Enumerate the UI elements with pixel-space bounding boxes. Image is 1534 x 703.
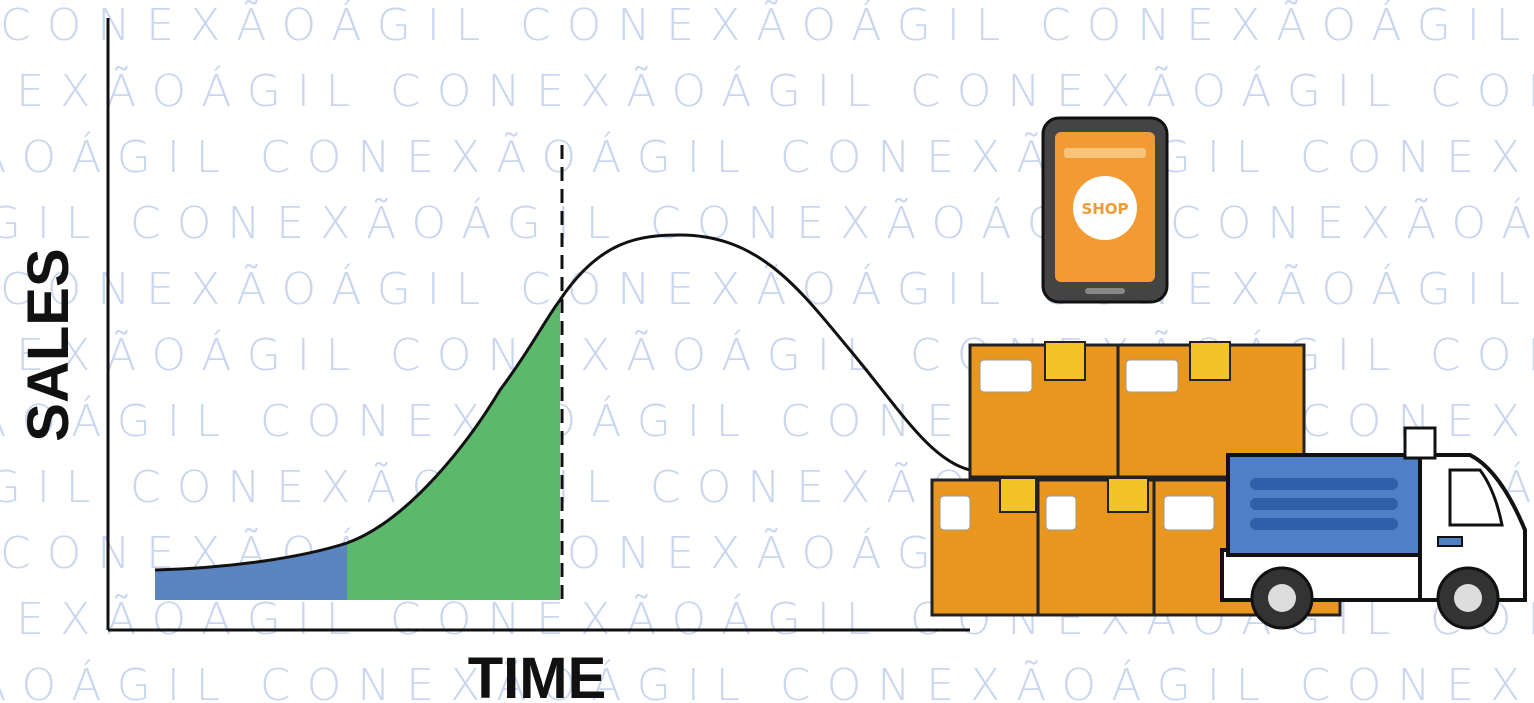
watermark-text: CONEXÃOÁGIL: [0, 460, 106, 513]
watermark-text: CONEXÃOÁGIL: [520, 262, 1016, 315]
watermark-text: CONEXÃOÁGIL: [0, 262, 496, 315]
watermark-text: CONEXÃOÁGIL: [1430, 64, 1534, 117]
watermark-text: CONEXÃOÁGIL: [780, 130, 1276, 183]
watermark-text: CONEXÃOÁGIL: [0, 196, 106, 249]
watermark-text: CONEXÃOÁGIL: [1040, 0, 1534, 51]
watermark-text: CONEXÃOÁGIL: [0, 64, 366, 117]
growth-area: [347, 300, 560, 600]
watermark-text: CONEXÃOÁGIL: [0, 394, 236, 447]
watermark-text: CONEXÃOÁGIL: [130, 196, 626, 249]
introduction-area: [155, 543, 347, 600]
sales-curve: [154, 233, 971, 572]
y-axis-label: SALES: [16, 248, 81, 441]
truck: [1220, 426, 1527, 630]
watermark-text: CONEXÃOÁGIL: [0, 592, 366, 645]
watermark-text: CONEXÃOÁGIL: [520, 526, 1016, 579]
watermark-text: CONEXÃOÁGIL: [910, 64, 1406, 117]
watermark-text: CONEXÃOÁGIL: [0, 328, 366, 381]
watermark-text: CONEXÃOÁGIL: [1300, 130, 1534, 183]
watermark-text: CONEXÃOÁGIL: [1430, 328, 1534, 381]
watermark-text: CONEXÃOÁGIL: [0, 0, 496, 51]
phone: SHOP: [1041, 116, 1169, 304]
watermark-text: CONEXÃOÁGIL: [1300, 658, 1534, 703]
x-axis-label: TIME: [468, 646, 607, 703]
watermark-text: CONEXÃOÁGIL: [780, 658, 1276, 703]
watermark-text: CONEXÃOÁGIL: [390, 328, 886, 381]
watermark-text: CONEXÃOÁGIL: [390, 592, 886, 645]
watermark-text: CONEXÃOÁGIL: [260, 130, 756, 183]
watermark-text: CONEXÃOÁGIL: [1170, 196, 1534, 249]
watermark-text: CONEXÃOÁGIL: [390, 64, 886, 117]
watermark-text: CONEXÃOÁGIL: [0, 130, 236, 183]
phone-label: SHOP: [1081, 200, 1128, 218]
watermark-text: CONEXÃOÁGIL: [0, 658, 236, 703]
watermark-text: CONEXÃOÁGIL: [260, 658, 756, 703]
watermark-text: CONEXÃOÁGIL: [520, 0, 1016, 51]
